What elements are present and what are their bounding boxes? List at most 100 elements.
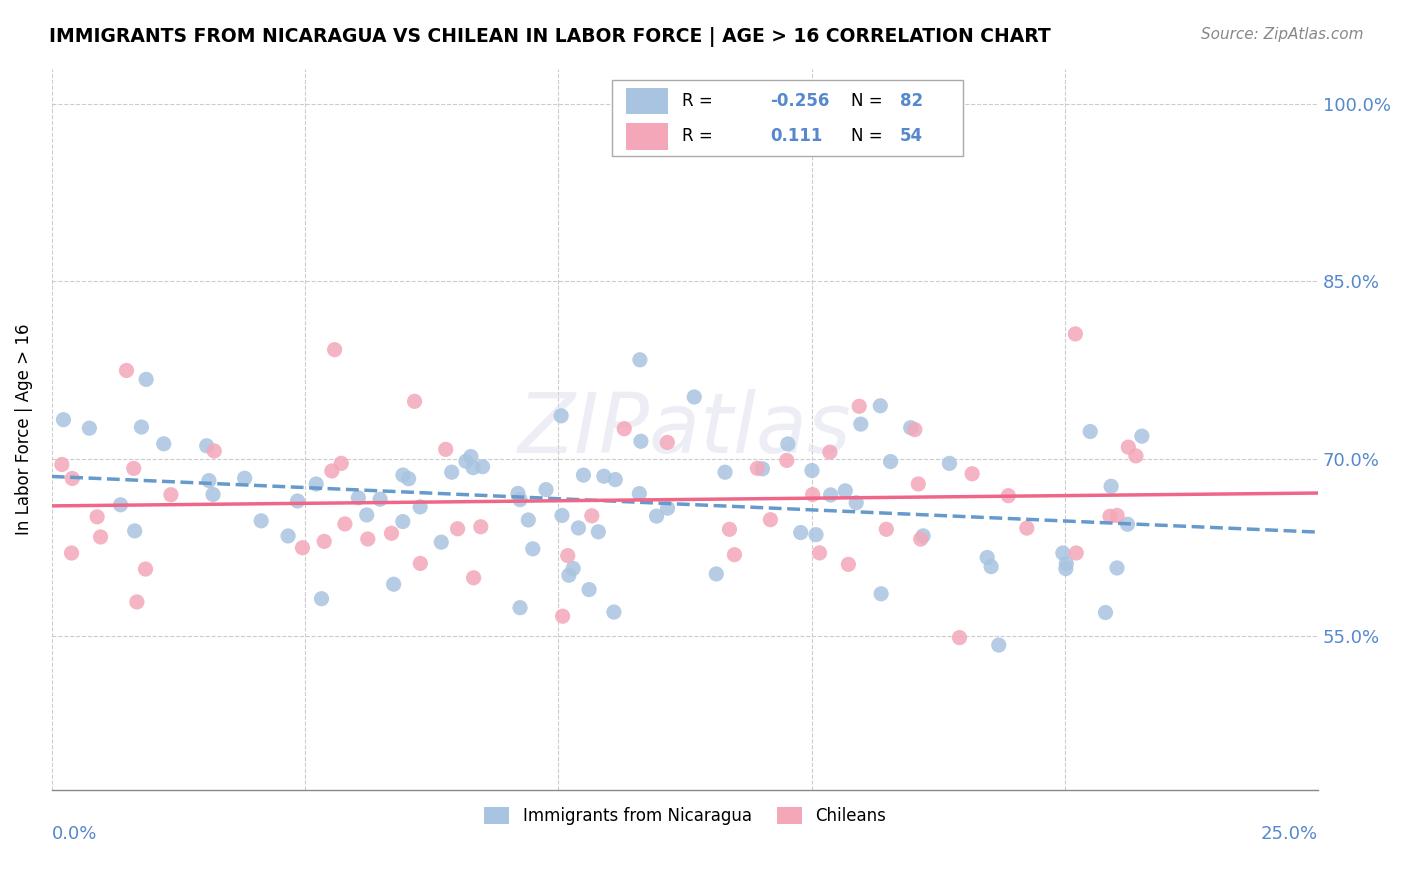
Point — [912, 529, 935, 543]
Text: N =: N = — [851, 92, 882, 110]
Point — [347, 491, 370, 505]
Point — [870, 587, 893, 601]
Point — [110, 498, 132, 512]
Point — [820, 488, 842, 502]
Point — [517, 513, 540, 527]
Point — [460, 450, 482, 464]
Point — [446, 522, 468, 536]
Point — [567, 521, 589, 535]
Point — [551, 508, 574, 523]
Point — [368, 492, 391, 507]
Point — [333, 516, 356, 531]
Point — [948, 631, 970, 645]
Point — [250, 514, 273, 528]
Point — [440, 465, 463, 479]
Point — [588, 524, 610, 539]
Point — [628, 352, 651, 367]
Point — [875, 522, 897, 536]
Text: N =: N = — [851, 128, 882, 145]
Point — [202, 487, 225, 501]
Point — [848, 399, 870, 413]
Y-axis label: In Labor Force | Age > 16: In Labor Force | Age > 16 — [15, 323, 32, 535]
Point — [134, 562, 156, 576]
Point — [323, 343, 346, 357]
Point — [79, 421, 101, 435]
Point — [1064, 546, 1087, 560]
Point — [125, 595, 148, 609]
Point — [60, 471, 83, 485]
Point — [800, 464, 823, 478]
Point — [86, 509, 108, 524]
Point — [198, 474, 221, 488]
Point — [1099, 479, 1122, 493]
Point — [314, 534, 336, 549]
Point — [52, 412, 75, 426]
Point — [938, 456, 960, 470]
Legend: Immigrants from Nicaragua, Chileans: Immigrants from Nicaragua, Chileans — [478, 800, 893, 831]
Point — [1094, 606, 1116, 620]
Point — [879, 454, 901, 468]
Point — [330, 456, 353, 470]
Point — [572, 468, 595, 483]
Point — [202, 444, 225, 458]
Point — [980, 559, 1002, 574]
Point — [382, 577, 405, 591]
Point — [723, 548, 745, 562]
Point — [900, 420, 922, 434]
Point — [321, 464, 343, 478]
Point — [1125, 449, 1147, 463]
Point — [557, 549, 579, 563]
Text: -0.256: -0.256 — [770, 92, 830, 110]
Point — [714, 465, 737, 479]
Point — [657, 435, 679, 450]
Point — [470, 520, 492, 534]
Point — [613, 422, 636, 436]
Point — [409, 557, 432, 571]
Point — [434, 442, 457, 457]
Point — [122, 461, 145, 475]
Point — [751, 462, 773, 476]
Point — [522, 541, 544, 556]
Point — [357, 532, 380, 546]
Point — [1054, 557, 1077, 571]
Point — [976, 550, 998, 565]
Point — [1054, 561, 1077, 575]
Point — [454, 454, 477, 468]
Point — [704, 566, 727, 581]
Point — [356, 508, 378, 522]
Point — [776, 453, 799, 467]
Point — [603, 605, 626, 619]
Point — [581, 508, 603, 523]
Point — [1116, 517, 1139, 532]
Text: R =: R = — [682, 92, 713, 110]
Point — [398, 472, 420, 486]
Point — [997, 489, 1019, 503]
Point — [160, 488, 183, 502]
Point — [1064, 326, 1087, 341]
Point — [845, 496, 868, 510]
Text: 0.0%: 0.0% — [52, 825, 97, 843]
Point — [578, 582, 600, 597]
Point — [657, 501, 679, 516]
Point — [818, 445, 841, 459]
Point — [550, 409, 572, 423]
Point — [311, 591, 333, 606]
Point — [392, 468, 415, 483]
Text: R =: R = — [682, 128, 713, 145]
Text: Source: ZipAtlas.com: Source: ZipAtlas.com — [1201, 27, 1364, 42]
Point — [645, 509, 668, 524]
Point — [776, 437, 799, 451]
Point — [1098, 509, 1121, 524]
Point — [558, 568, 581, 582]
Point — [124, 524, 146, 538]
Point — [380, 526, 402, 541]
Text: 82: 82 — [900, 92, 922, 110]
Point — [90, 530, 112, 544]
Point — [115, 363, 138, 377]
Text: ZIPatlas: ZIPatlas — [519, 389, 852, 469]
Point — [534, 483, 557, 497]
Point — [404, 394, 426, 409]
Point — [960, 467, 983, 481]
Point — [1078, 425, 1101, 439]
Point — [277, 529, 299, 543]
